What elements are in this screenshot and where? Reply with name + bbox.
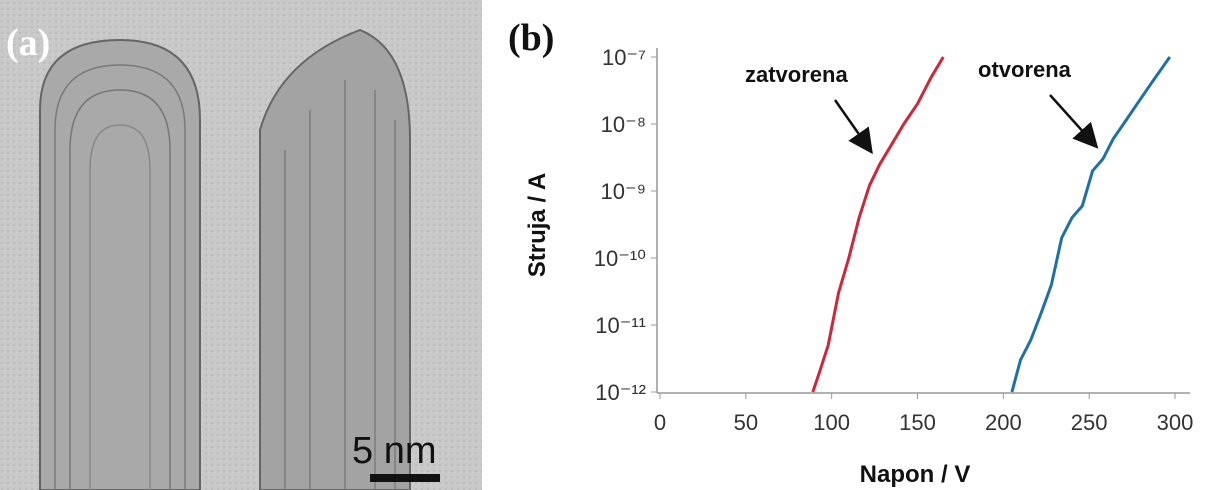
x-tick-label: 50 [734,410,758,435]
line-annotation: zatvorena [745,62,848,87]
x-tick-label: 250 [1071,410,1108,435]
data-line [1010,56,1172,393]
scale-bar-label: 5 nm [352,430,436,472]
annotation-arrow [1049,94,1099,149]
y-tick-label: 10⁻¹⁰ [594,246,646,271]
data-line [811,56,945,393]
panel-label: (a) [6,22,50,64]
x-tick-label: 150 [899,410,936,435]
y-tick-label: 10⁻¹² [595,380,646,405]
y-axis-label: Struja / A [524,173,551,277]
y-tick-label: 10⁻¹¹ [595,313,646,338]
panel-label: (b) [508,17,554,59]
x-tick-label: 100 [813,410,850,435]
y-tick-label: 10⁻⁸ [601,112,646,137]
x-tick-label: 0 [654,410,666,435]
y-tick-label: 10⁻⁹ [600,179,646,204]
line-annotation: otvorena [978,57,1072,82]
tem-image [0,0,482,490]
y-tick-label: 10⁻⁷ [602,45,646,70]
annotation-arrow [833,99,873,155]
x-axis-label: Napon / V [860,461,971,488]
x-tick-label: 200 [985,410,1022,435]
x-tick-label: 300 [1157,410,1194,435]
